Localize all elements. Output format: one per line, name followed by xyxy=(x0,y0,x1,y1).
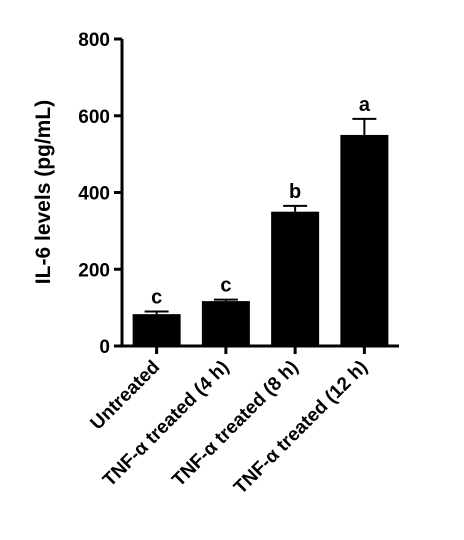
y-ticks: 0 200 400 600 800 xyxy=(78,30,122,358)
y-axis-title-group: IL-6 levels (pg/mL) xyxy=(32,100,55,284)
significance-labels: c c b a xyxy=(151,94,371,309)
significance-label: a xyxy=(359,94,371,116)
significance-label: c xyxy=(220,275,231,297)
y-tick-label: 400 xyxy=(78,184,110,205)
y-axis-title: IL-6 levels (pg/mL) xyxy=(32,100,55,284)
bar xyxy=(271,211,320,346)
x-tick-label: TNF-α treated (12 h) xyxy=(230,357,372,499)
bar xyxy=(132,314,181,346)
y-tick-label: 800 xyxy=(78,30,110,51)
significance-label: b xyxy=(289,181,301,203)
bar xyxy=(340,134,389,346)
significance-label: c xyxy=(151,286,162,308)
bars xyxy=(132,134,389,346)
bar xyxy=(201,301,250,346)
error-bars xyxy=(144,117,377,315)
x-tick-label: TNF-α treated (8 h) xyxy=(168,357,302,491)
y-tick-label: 600 xyxy=(78,107,110,128)
y-tick-label: 0 xyxy=(99,337,110,358)
y-tick-label: 200 xyxy=(78,260,110,281)
x-tick-label: TNF-α treated (4 h) xyxy=(99,357,233,491)
